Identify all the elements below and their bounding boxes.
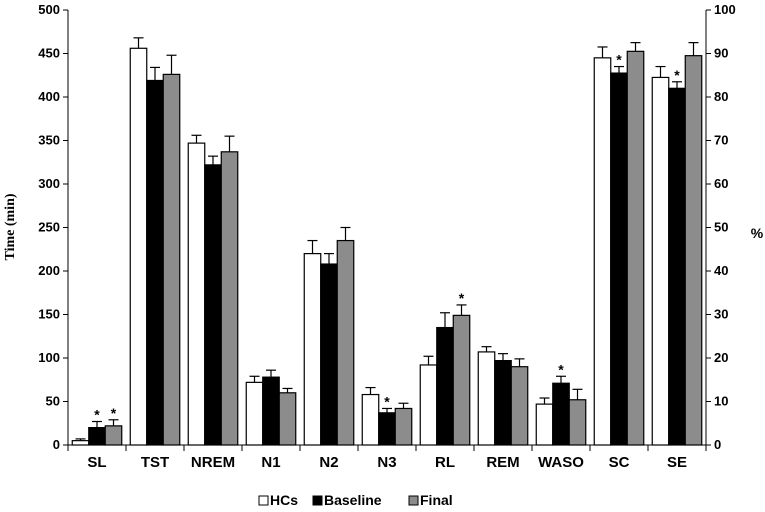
y-tick-left-label: 200 xyxy=(38,263,60,278)
y-tick-left-label: 150 xyxy=(38,307,60,322)
y-tick-right-label: 100 xyxy=(714,2,736,17)
bar-baseline-n3 xyxy=(378,412,396,446)
y-axis-left-label: Time (min) xyxy=(3,193,18,260)
x-category-label: N2 xyxy=(319,454,338,471)
significance-marker: * xyxy=(616,52,622,68)
bar-hcs-rem xyxy=(477,351,496,446)
y-tick-right-label: 40 xyxy=(714,263,728,278)
y-tick-left-label: 250 xyxy=(38,220,60,235)
bar-baseline-nrem xyxy=(204,164,222,446)
bar-final-rem xyxy=(510,366,529,446)
bar-final-se xyxy=(684,55,703,446)
y-tick-right-label: 80 xyxy=(714,89,728,104)
legend-swatch-hcs xyxy=(258,495,269,506)
bar-baseline-rem xyxy=(494,360,512,446)
legend-swatch-final xyxy=(408,495,419,506)
legend-swatch-baseline xyxy=(312,495,323,506)
significance-marker: * xyxy=(384,393,390,409)
bar-final-rl xyxy=(452,314,471,446)
significance-marker: * xyxy=(94,407,100,423)
y-tick-right-label: 0 xyxy=(714,437,721,452)
legend-label-final: Final xyxy=(420,492,453,508)
y-tick-left-label: 100 xyxy=(38,350,60,365)
y-tick-left-label: 500 xyxy=(38,2,60,17)
bar-final-sc xyxy=(626,50,645,446)
bar-hcs-tst xyxy=(129,47,148,446)
significance-marker: * xyxy=(111,405,117,421)
bar-final-n2 xyxy=(336,239,355,446)
bar-baseline-waso xyxy=(552,382,570,446)
bars-layer: * * * * * * * xyxy=(71,37,703,446)
y-tick-right-label: 90 xyxy=(714,46,728,61)
y-tick-right-label: 20 xyxy=(714,350,728,365)
x-category-label: RL xyxy=(435,454,455,471)
bar-hcs-n2 xyxy=(303,253,322,446)
bar-hcs-n1 xyxy=(245,381,264,446)
bar-baseline-sl xyxy=(88,427,106,446)
bar-final-n3 xyxy=(394,407,413,446)
bar-hcs-n3 xyxy=(361,393,380,446)
bar-final-tst xyxy=(162,73,181,446)
bar-baseline-rl xyxy=(436,326,454,446)
bar-baseline-n1 xyxy=(262,376,280,446)
bar-baseline-sc xyxy=(610,72,628,446)
bar-hcs-se xyxy=(651,76,670,446)
x-category-label: SE xyxy=(667,454,687,471)
bar-baseline-tst xyxy=(146,79,164,446)
bar-baseline-n2 xyxy=(320,263,338,446)
y-tick-right-label: 10 xyxy=(714,394,728,409)
bar-final-n1 xyxy=(278,392,297,446)
x-category-label: N3 xyxy=(377,454,396,471)
x-category-label: SL xyxy=(87,454,106,471)
y-tick-right-label: 60 xyxy=(714,176,728,191)
legend: HCs Baseline Final xyxy=(258,492,453,508)
significance-marker: * xyxy=(674,67,680,83)
x-category-label: REM xyxy=(486,454,519,471)
y-tick-left-label: 0 xyxy=(53,437,60,452)
significance-marker: * xyxy=(558,361,564,377)
bar-final-waso xyxy=(568,399,587,446)
x-category-label: N1 xyxy=(261,454,280,471)
bar-hcs-sl xyxy=(71,440,90,446)
y-tick-right-label: 70 xyxy=(714,133,728,148)
axes-layer: 0 50 100 150 200 250 300 350 400 450 500 0 10 20 30 40 5… xyxy=(38,2,735,471)
bar-final-nrem xyxy=(220,151,239,446)
bar-final-sl xyxy=(104,425,123,446)
y-tick-left-label: 400 xyxy=(38,89,60,104)
bar-hcs-waso xyxy=(535,403,554,446)
x-category-label: TST xyxy=(141,454,169,471)
bar-hcs-sc xyxy=(593,57,612,446)
y-tick-left-label: 450 xyxy=(38,46,60,61)
bar-hcs-nrem xyxy=(187,142,206,446)
y-tick-right-label: 50 xyxy=(714,220,728,235)
y-tick-left-label: 350 xyxy=(38,133,60,148)
y-tick-left-label: 300 xyxy=(38,176,60,191)
legend-label-baseline: Baseline xyxy=(324,492,382,508)
x-category-label: SC xyxy=(609,454,630,471)
bar-hcs-rl xyxy=(419,364,438,446)
y-tick-left-label: 50 xyxy=(46,394,60,409)
x-category-label: NREM xyxy=(191,454,235,471)
y-tick-right-label: 30 xyxy=(714,307,728,322)
legend-label-hcs: HCs xyxy=(270,492,298,508)
y-axis-right-label: % xyxy=(751,225,764,241)
x-category-label: WASO xyxy=(538,454,584,471)
bar-baseline-se xyxy=(668,87,686,446)
significance-marker: * xyxy=(459,290,465,306)
